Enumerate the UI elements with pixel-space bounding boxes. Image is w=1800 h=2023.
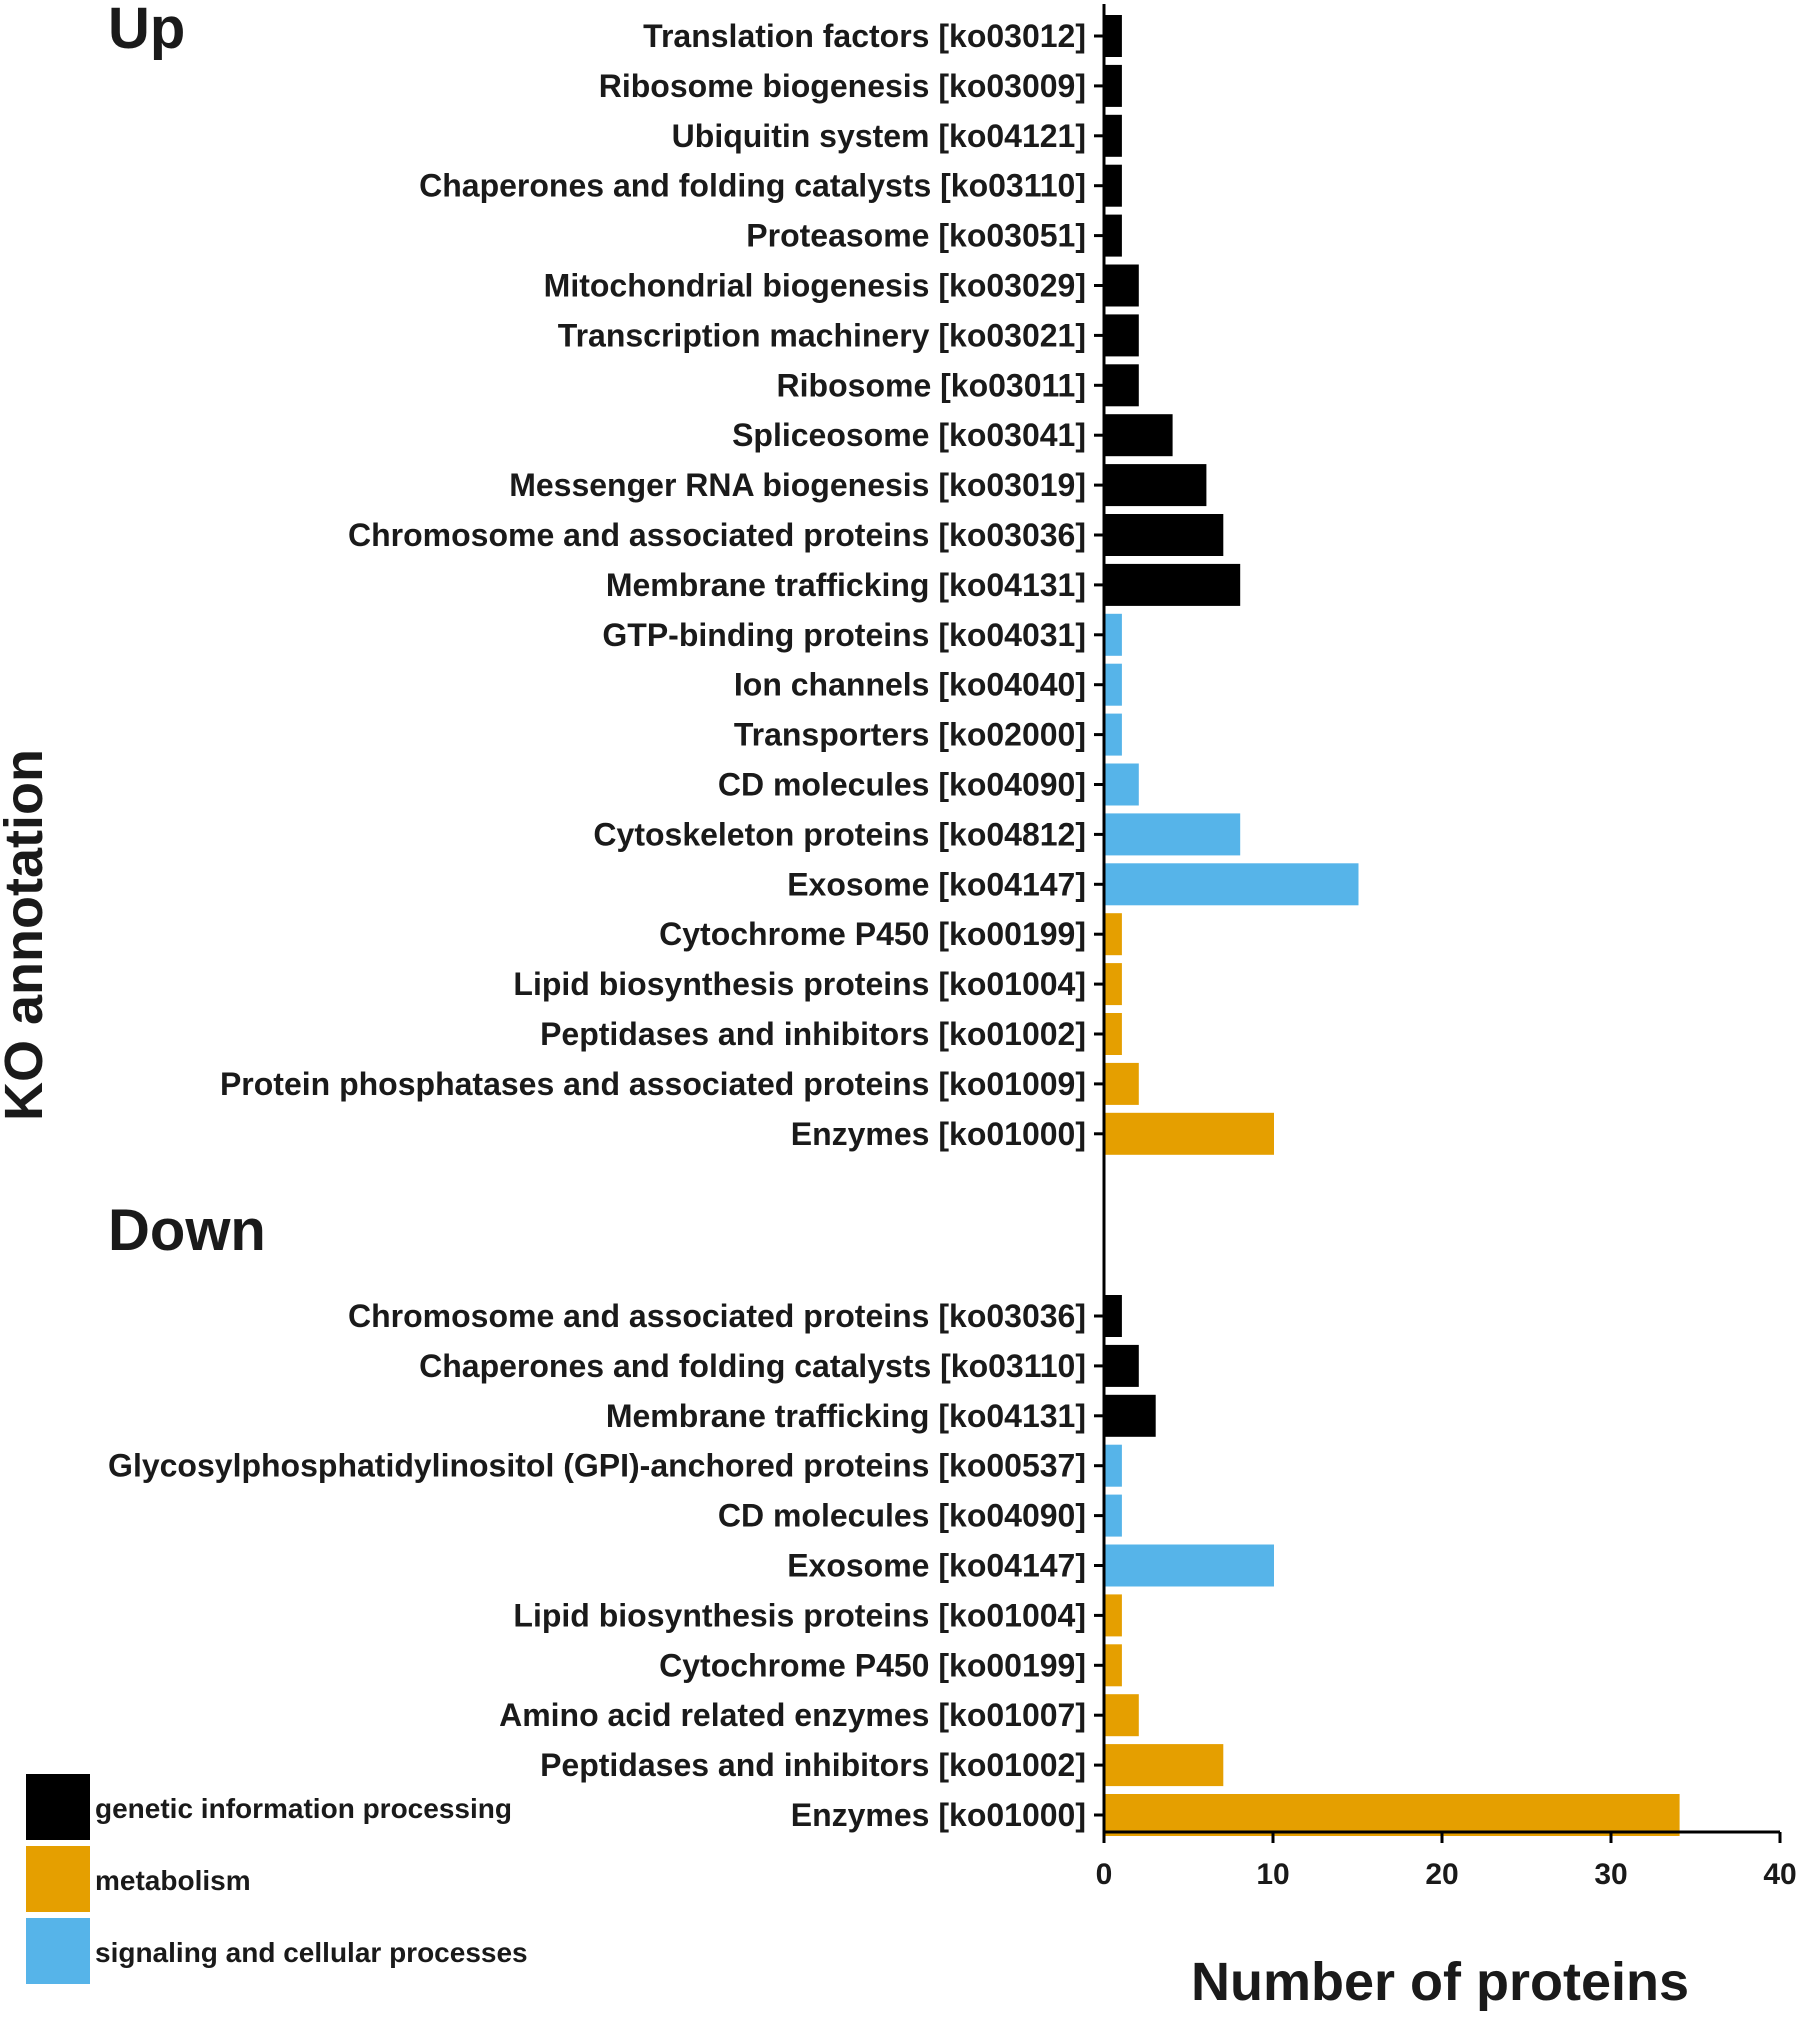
bar bbox=[1105, 1295, 1122, 1337]
x-tick-label: 40 bbox=[1763, 1858, 1796, 1891]
bar bbox=[1105, 414, 1173, 457]
bar bbox=[1105, 1112, 1274, 1155]
section-title-down: Down bbox=[108, 1198, 266, 1263]
category-label: Messenger RNA biogenesis [ko03019] bbox=[509, 467, 1086, 503]
bar bbox=[1105, 1344, 1139, 1387]
category-label: Peptidases and inhibitors [ko01002] bbox=[540, 1747, 1086, 1783]
category-label: Exosome [ko04147] bbox=[787, 866, 1086, 902]
legend: genetic information processing metabolism… bbox=[26, 1774, 528, 1984]
x-ticks: 0 10 20 30 40 bbox=[1096, 1832, 1797, 1891]
bar bbox=[1105, 813, 1241, 856]
category-label: Ribosome [ko03011] bbox=[777, 367, 1086, 403]
category-label: Amino acid related enzymes [ko01007] bbox=[499, 1697, 1086, 1733]
bar bbox=[1105, 64, 1122, 107]
legend-label: signaling and cellular processes bbox=[95, 1937, 528, 1968]
category-label: Ribosome biogenesis [ko03009] bbox=[599, 68, 1086, 104]
bar bbox=[1105, 314, 1139, 357]
category-label: CD molecules [ko04090] bbox=[718, 767, 1086, 803]
category-label: Chaperones and folding catalysts [ko0311… bbox=[419, 168, 1086, 204]
category-label: Cytoskeleton proteins [ko04812] bbox=[593, 816, 1086, 852]
bar bbox=[1105, 114, 1122, 157]
bar bbox=[1105, 1494, 1122, 1537]
bar bbox=[1105, 963, 1122, 1006]
bar bbox=[1105, 1694, 1139, 1737]
category-label: Ubiquitin system [ko04121] bbox=[672, 118, 1086, 154]
category-label: Transporters [ko02000] bbox=[734, 717, 1086, 753]
category-label: Ion channels [ko04040] bbox=[734, 667, 1086, 703]
category-label: Enzymes [ko01000] bbox=[791, 1797, 1086, 1833]
category-label: Translation factors [ko03012] bbox=[643, 18, 1086, 54]
bar bbox=[1105, 613, 1122, 656]
category-label: Membrane trafficking [ko04131] bbox=[606, 567, 1086, 603]
category-label: Glycosylphosphatidylinositol (GPI)-ancho… bbox=[108, 1448, 1086, 1484]
bar bbox=[1105, 1013, 1122, 1055]
bars bbox=[1105, 15, 1680, 1836]
category-label: Chromosome and associated proteins [ko03… bbox=[348, 517, 1086, 553]
category-label: Cytochrome P450 [ko00199] bbox=[659, 916, 1086, 952]
bar bbox=[1105, 863, 1359, 906]
bar bbox=[1105, 264, 1139, 307]
x-tick-label: 20 bbox=[1425, 1858, 1458, 1891]
x-tick-label: 10 bbox=[1256, 1858, 1289, 1891]
category-label: Peptidases and inhibitors [ko01002] bbox=[540, 1016, 1086, 1052]
legend-swatch bbox=[26, 1846, 90, 1912]
bar bbox=[1105, 913, 1122, 956]
category-label: Mitochondrial biogenesis [ko03029] bbox=[544, 268, 1086, 304]
category-label: Spliceosome [ko03041] bbox=[732, 417, 1086, 453]
bar bbox=[1105, 1644, 1122, 1687]
bar bbox=[1105, 1594, 1122, 1637]
y-ticks bbox=[1094, 34, 1104, 1817]
section-titles: Up Down bbox=[108, 0, 266, 1263]
legend-label: genetic information processing bbox=[95, 1793, 512, 1824]
bar bbox=[1105, 1794, 1680, 1836]
bar bbox=[1105, 1544, 1274, 1587]
category-labels: Translation factors [ko03012] Ribosome bi… bbox=[108, 18, 1086, 1833]
category-label: Chaperones and folding catalysts [ko0311… bbox=[419, 1348, 1086, 1384]
category-label: Membrane trafficking [ko04131] bbox=[606, 1398, 1086, 1434]
bar bbox=[1105, 364, 1139, 407]
bar bbox=[1105, 164, 1122, 207]
y-axis-title: KO annotation bbox=[0, 749, 54, 1121]
x-tick-label: 0 bbox=[1096, 1858, 1113, 1891]
legend-label: metabolism bbox=[95, 1865, 251, 1896]
category-label: Cytochrome P450 [ko00199] bbox=[659, 1647, 1086, 1683]
category-label: Chromosome and associated proteins [ko03… bbox=[348, 1298, 1086, 1334]
bar bbox=[1105, 15, 1122, 57]
bar bbox=[1105, 1062, 1139, 1105]
legend-swatch bbox=[26, 1774, 90, 1840]
category-label: Lipid biosynthesis proteins [ko01004] bbox=[513, 1597, 1086, 1633]
bar bbox=[1105, 663, 1122, 706]
bar bbox=[1105, 1394, 1156, 1437]
bar bbox=[1105, 464, 1207, 507]
bar bbox=[1105, 763, 1139, 806]
category-label: Lipid biosynthesis proteins [ko01004] bbox=[513, 966, 1086, 1002]
category-label: Exosome [ko04147] bbox=[787, 1548, 1086, 1584]
bar bbox=[1105, 1744, 1224, 1787]
x-tick-label: 30 bbox=[1594, 1858, 1627, 1891]
bar bbox=[1105, 1444, 1122, 1487]
category-label: Transcription machinery [ko03021] bbox=[558, 317, 1086, 353]
bar bbox=[1105, 514, 1224, 556]
section-title-up: Up bbox=[108, 0, 185, 61]
category-label: Enzymes [ko01000] bbox=[791, 1116, 1086, 1152]
category-label: CD molecules [ko04090] bbox=[718, 1498, 1086, 1534]
category-label: Protein phosphatases and associated prot… bbox=[220, 1066, 1086, 1102]
x-axis-title: Number of proteins bbox=[1191, 1952, 1689, 2012]
category-label: GTP-binding proteins [ko04031] bbox=[602, 617, 1086, 653]
bar bbox=[1105, 713, 1122, 756]
category-label: Proteasome [ko03051] bbox=[746, 218, 1086, 254]
bar bbox=[1105, 563, 1241, 606]
legend-swatch bbox=[26, 1918, 90, 1984]
bar bbox=[1105, 214, 1122, 257]
